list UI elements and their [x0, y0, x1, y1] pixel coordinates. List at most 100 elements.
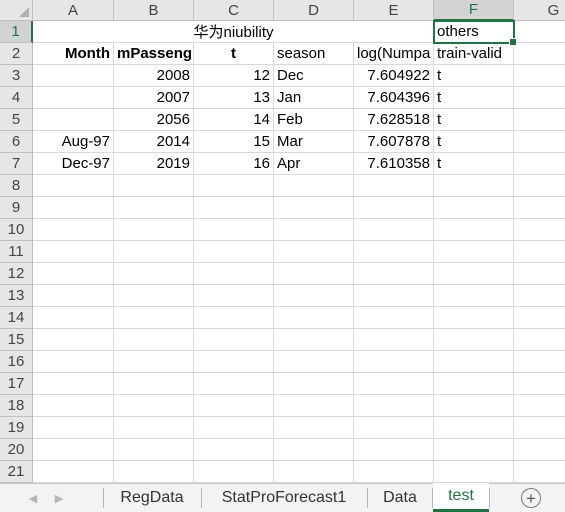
row-header-21[interactable]: 21: [0, 461, 33, 483]
column-header-f[interactable]: F: [434, 0, 514, 21]
empty-cell[interactable]: [114, 395, 194, 417]
row-header-11[interactable]: 11: [0, 241, 33, 263]
empty-cell[interactable]: [514, 395, 565, 417]
empty-cell[interactable]: [274, 197, 354, 219]
empty-cell[interactable]: [434, 351, 514, 373]
empty-cell[interactable]: [354, 461, 434, 483]
cell-b3[interactable]: 2008: [114, 65, 194, 87]
empty-cell[interactable]: [274, 439, 354, 461]
cell-a3[interactable]: [33, 65, 114, 87]
empty-cell[interactable]: [354, 417, 434, 439]
cell-f2[interactable]: train-valid: [434, 43, 514, 65]
cell-b5[interactable]: 2056: [114, 109, 194, 131]
cell-e6[interactable]: 7.607878: [354, 131, 434, 153]
empty-cell[interactable]: [514, 373, 565, 395]
empty-cell[interactable]: [33, 285, 114, 307]
row-header-5[interactable]: 5: [0, 109, 33, 131]
empty-cell[interactable]: [33, 263, 114, 285]
empty-cell[interactable]: [274, 395, 354, 417]
empty-cell[interactable]: [354, 373, 434, 395]
empty-cell[interactable]: [514, 175, 565, 197]
row-header-6[interactable]: 6: [0, 131, 33, 153]
empty-cell[interactable]: [434, 219, 514, 241]
empty-cell[interactable]: [114, 175, 194, 197]
cell-f1[interactable]: others: [434, 21, 514, 43]
empty-cell[interactable]: [434, 241, 514, 263]
empty-cell[interactable]: [274, 351, 354, 373]
empty-cell[interactable]: [33, 439, 114, 461]
empty-cell[interactable]: [114, 417, 194, 439]
empty-cell[interactable]: [514, 285, 565, 307]
empty-cell[interactable]: [114, 197, 194, 219]
tab-regdata[interactable]: RegData: [120, 489, 184, 506]
empty-cell[interactable]: [114, 329, 194, 351]
empty-cell[interactable]: [514, 263, 565, 285]
empty-cell[interactable]: [434, 175, 514, 197]
empty-cell[interactable]: [33, 395, 114, 417]
empty-cell[interactable]: [434, 395, 514, 417]
empty-cell[interactable]: [514, 153, 565, 175]
empty-cell[interactable]: [114, 219, 194, 241]
empty-cell[interactable]: [274, 219, 354, 241]
empty-cell[interactable]: [274, 373, 354, 395]
merged-title-cell[interactable]: 华为niubility: [33, 21, 434, 43]
empty-cell[interactable]: [274, 175, 354, 197]
empty-cell[interactable]: [354, 241, 434, 263]
empty-cell[interactable]: [434, 285, 514, 307]
cell-e4[interactable]: 7.604396: [354, 87, 434, 109]
empty-cell[interactable]: [114, 263, 194, 285]
cell-b4[interactable]: 2007: [114, 87, 194, 109]
cell-d2[interactable]: season: [274, 43, 354, 65]
empty-cell[interactable]: [194, 307, 274, 329]
empty-cell[interactable]: [514, 219, 565, 241]
empty-cell[interactable]: [114, 439, 194, 461]
empty-cell[interactable]: [33, 417, 114, 439]
row-header-16[interactable]: 16: [0, 351, 33, 373]
cell-d7[interactable]: Apr: [274, 153, 354, 175]
row-header-17[interactable]: 17: [0, 373, 33, 395]
row-header-18[interactable]: 18: [0, 395, 33, 417]
empty-cell[interactable]: [354, 175, 434, 197]
empty-cell[interactable]: [274, 241, 354, 263]
chevron-left-icon[interactable]: ◀: [28, 492, 38, 505]
cell-a4[interactable]: [33, 87, 114, 109]
empty-cell[interactable]: [194, 439, 274, 461]
empty-cell[interactable]: [354, 395, 434, 417]
empty-cell[interactable]: [194, 417, 274, 439]
row-header-15[interactable]: 15: [0, 329, 33, 351]
cell-f5[interactable]: t: [434, 109, 514, 131]
empty-cell[interactable]: [514, 197, 565, 219]
empty-cell[interactable]: [434, 439, 514, 461]
cell-b2[interactable]: mPasseng: [114, 43, 194, 65]
empty-cell[interactable]: [194, 175, 274, 197]
chevron-right-icon[interactable]: ▶: [54, 492, 64, 505]
empty-cell[interactable]: [194, 219, 274, 241]
empty-cell[interactable]: [274, 461, 354, 483]
empty-cell[interactable]: [354, 307, 434, 329]
empty-cell[interactable]: [194, 263, 274, 285]
column-header-b[interactable]: B: [114, 0, 194, 21]
cell-f7[interactable]: t: [434, 153, 514, 175]
tab-statproforecast1[interactable]: StatProForecast1: [221, 489, 347, 506]
empty-cell[interactable]: [33, 329, 114, 351]
column-header-g[interactable]: G: [514, 0, 565, 21]
select-all-button[interactable]: [0, 0, 33, 21]
tab-data[interactable]: Data: [383, 489, 417, 506]
cell-a6[interactable]: Aug-97: [33, 131, 114, 153]
empty-cell[interactable]: [514, 417, 565, 439]
cell-c5[interactable]: 14: [194, 109, 274, 131]
empty-cell[interactable]: [434, 197, 514, 219]
row-header-1[interactable]: 1: [0, 21, 33, 43]
empty-cell[interactable]: [514, 439, 565, 461]
column-header-c[interactable]: C: [194, 0, 274, 21]
empty-cell[interactable]: [514, 241, 565, 263]
empty-cell[interactable]: [434, 329, 514, 351]
cell-a2[interactable]: Month: [33, 43, 114, 65]
row-header-12[interactable]: 12: [0, 263, 33, 285]
empty-cell[interactable]: [194, 461, 274, 483]
cell-e5[interactable]: 7.628518: [354, 109, 434, 131]
empty-cell[interactable]: [434, 373, 514, 395]
cell-c7[interactable]: 16: [194, 153, 274, 175]
empty-cell[interactable]: [434, 263, 514, 285]
empty-cell[interactable]: [514, 329, 565, 351]
